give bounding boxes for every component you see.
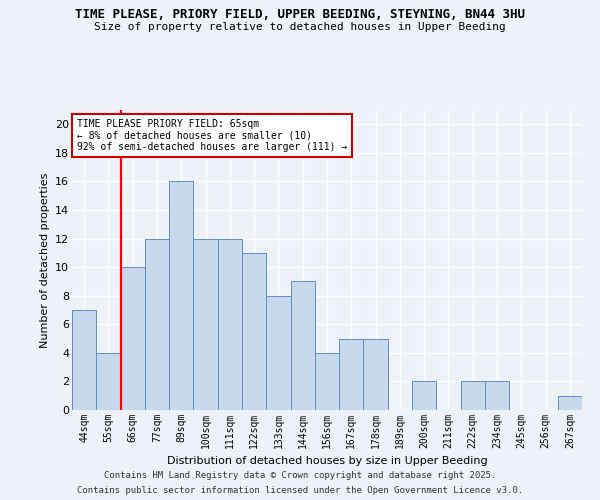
Bar bbox=[193, 238, 218, 410]
Text: Contains HM Land Registry data © Crown copyright and database right 2025.: Contains HM Land Registry data © Crown c… bbox=[104, 471, 496, 480]
Bar bbox=[96, 353, 121, 410]
Bar bbox=[558, 396, 582, 410]
Text: TIME PLEASE PRIORY FIELD: 65sqm
← 8% of detached houses are smaller (10)
92% of : TIME PLEASE PRIORY FIELD: 65sqm ← 8% of … bbox=[77, 119, 347, 152]
Text: TIME PLEASE, PRIORY FIELD, UPPER BEEDING, STEYNING, BN44 3HU: TIME PLEASE, PRIORY FIELD, UPPER BEEDING… bbox=[75, 8, 525, 20]
Bar bbox=[315, 353, 339, 410]
Bar bbox=[364, 338, 388, 410]
X-axis label: Distribution of detached houses by size in Upper Beeding: Distribution of detached houses by size … bbox=[167, 456, 487, 466]
Bar bbox=[339, 338, 364, 410]
Text: Contains public sector information licensed under the Open Government Licence v3: Contains public sector information licen… bbox=[77, 486, 523, 495]
Bar bbox=[485, 382, 509, 410]
Bar bbox=[412, 382, 436, 410]
Bar bbox=[169, 182, 193, 410]
Bar bbox=[266, 296, 290, 410]
Text: Size of property relative to detached houses in Upper Beeding: Size of property relative to detached ho… bbox=[94, 22, 506, 32]
Bar bbox=[72, 310, 96, 410]
Bar bbox=[121, 267, 145, 410]
Bar bbox=[242, 253, 266, 410]
Y-axis label: Number of detached properties: Number of detached properties bbox=[40, 172, 50, 348]
Bar bbox=[290, 282, 315, 410]
Bar bbox=[145, 238, 169, 410]
Bar bbox=[461, 382, 485, 410]
Bar bbox=[218, 238, 242, 410]
